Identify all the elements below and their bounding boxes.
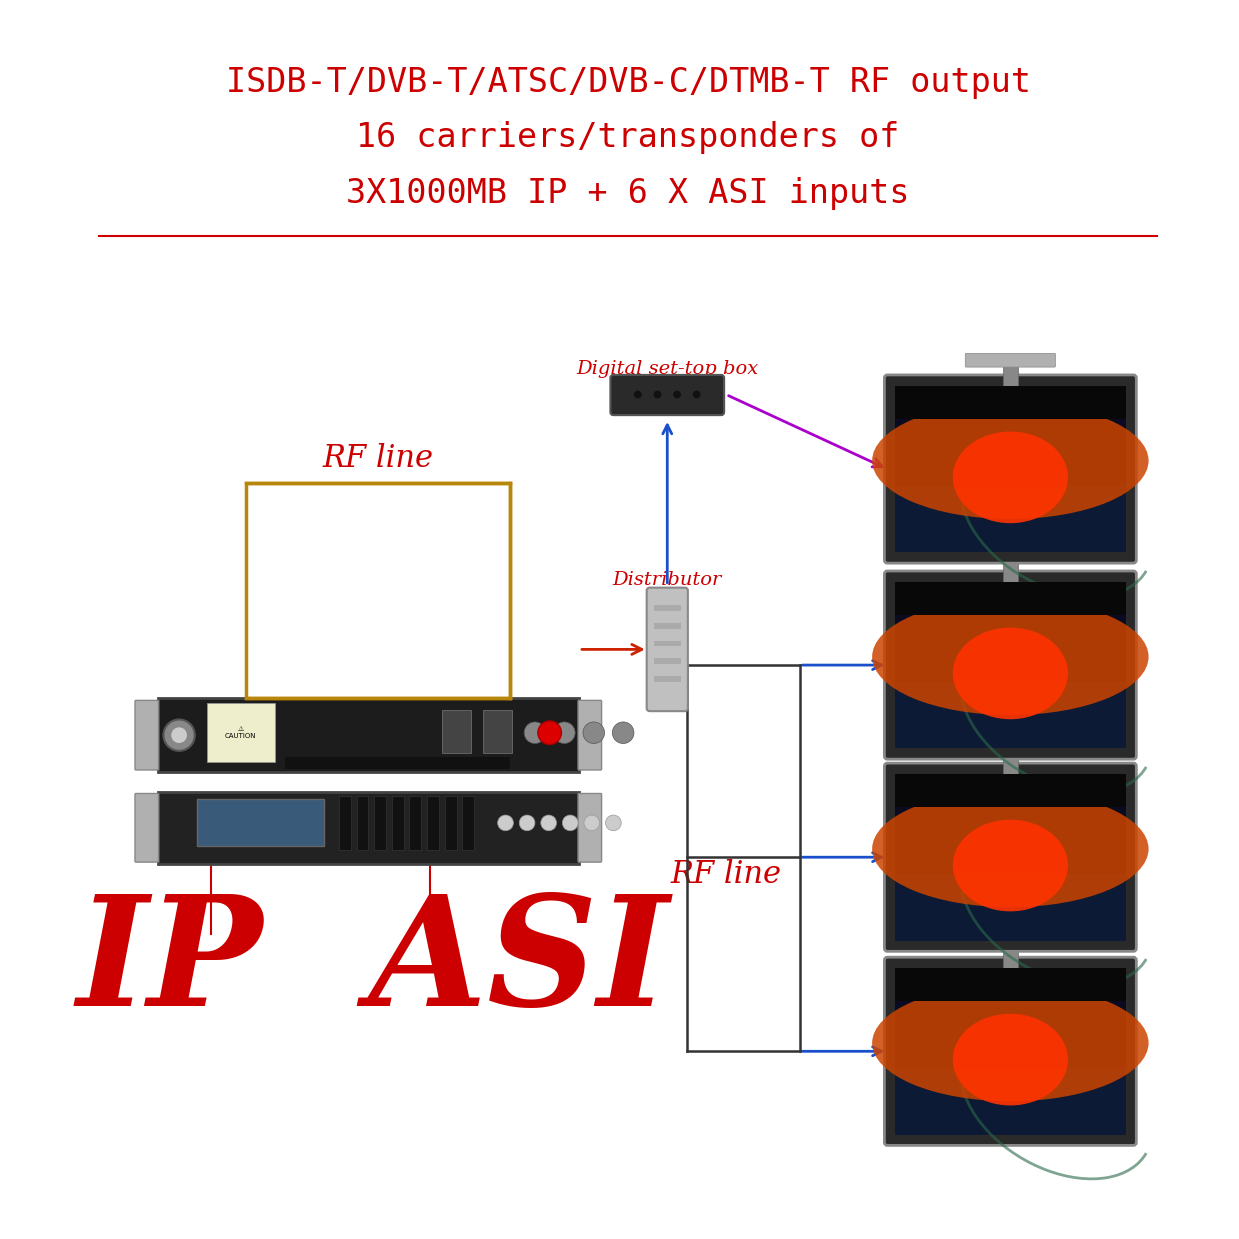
Bar — [653, 675, 681, 681]
Text: ISDB-T/DVB-T/ATSC/DVB-C/DTMB-T RF output: ISDB-T/DVB-T/ATSC/DVB-C/DTMB-T RF output — [225, 67, 1031, 99]
Bar — [653, 606, 681, 611]
Bar — [896, 681, 1125, 748]
Bar — [896, 968, 1125, 1135]
Ellipse shape — [953, 820, 1068, 912]
Bar — [896, 486, 1125, 553]
Bar — [653, 641, 681, 647]
Bar — [374, 797, 385, 850]
Bar — [157, 699, 579, 772]
Ellipse shape — [872, 598, 1149, 715]
Circle shape — [563, 815, 579, 830]
Circle shape — [524, 722, 545, 743]
FancyBboxPatch shape — [965, 353, 1056, 367]
Bar — [427, 797, 439, 850]
Text: RF line: RF line — [322, 442, 434, 473]
FancyBboxPatch shape — [579, 700, 602, 769]
Circle shape — [612, 722, 634, 743]
FancyBboxPatch shape — [135, 793, 159, 862]
Text: RF line: RF line — [670, 860, 782, 891]
Bar — [442, 710, 471, 753]
FancyBboxPatch shape — [885, 375, 1136, 564]
FancyBboxPatch shape — [965, 741, 1056, 756]
Text: 16 carriers/transponders of: 16 carriers/transponders of — [357, 121, 900, 154]
Text: Digital TV: Digital TV — [954, 517, 1067, 539]
Bar — [409, 797, 421, 850]
Bar — [896, 774, 1125, 940]
Bar — [245, 483, 510, 699]
Circle shape — [693, 390, 700, 399]
Bar — [1002, 560, 1018, 582]
Circle shape — [584, 722, 605, 743]
FancyBboxPatch shape — [135, 700, 159, 769]
Ellipse shape — [872, 790, 1149, 907]
Bar — [197, 799, 325, 846]
Bar — [896, 385, 1125, 553]
Circle shape — [498, 815, 513, 830]
Circle shape — [538, 721, 561, 745]
Bar — [462, 797, 475, 850]
Text: Digital TV: Digital TV — [954, 903, 1067, 926]
Text: Digital TV: Digital TV — [954, 709, 1067, 731]
FancyBboxPatch shape — [965, 549, 1056, 564]
Circle shape — [554, 722, 575, 743]
Text: 3X1000MB IP + 6 X ASI inputs: 3X1000MB IP + 6 X ASI inputs — [347, 177, 909, 211]
Bar — [896, 968, 1125, 1135]
Ellipse shape — [953, 1014, 1068, 1105]
Bar — [896, 385, 1125, 419]
Circle shape — [673, 390, 681, 399]
FancyBboxPatch shape — [885, 763, 1136, 952]
Bar — [896, 1068, 1125, 1135]
Text: Digital set-top box: Digital set-top box — [576, 361, 758, 378]
Ellipse shape — [953, 628, 1068, 720]
FancyBboxPatch shape — [647, 587, 688, 711]
FancyBboxPatch shape — [965, 935, 1056, 949]
Bar — [392, 797, 404, 850]
Bar — [896, 385, 1125, 553]
Circle shape — [519, 815, 535, 830]
FancyBboxPatch shape — [885, 958, 1136, 1145]
Ellipse shape — [953, 431, 1068, 523]
Bar — [483, 710, 513, 753]
Bar — [1002, 752, 1018, 774]
Bar — [653, 623, 681, 629]
Circle shape — [606, 815, 621, 830]
Bar — [445, 797, 456, 850]
Bar — [157, 792, 579, 864]
Bar — [1002, 364, 1018, 385]
Bar — [653, 658, 681, 664]
Circle shape — [634, 390, 642, 399]
Bar — [896, 582, 1125, 615]
Bar — [896, 873, 1125, 940]
Circle shape — [540, 815, 556, 830]
Bar — [896, 774, 1125, 808]
Bar — [896, 774, 1125, 940]
Text: Distributor: Distributor — [612, 571, 722, 589]
Bar — [357, 797, 368, 850]
Text: ⚠
CAUTION: ⚠ CAUTION — [225, 726, 256, 740]
FancyBboxPatch shape — [885, 571, 1136, 760]
Circle shape — [164, 720, 195, 751]
Circle shape — [171, 727, 187, 743]
Text: IP  ASI: IP ASI — [77, 888, 669, 1037]
Ellipse shape — [872, 985, 1149, 1101]
Bar — [896, 582, 1125, 748]
FancyBboxPatch shape — [579, 793, 602, 862]
Circle shape — [653, 390, 662, 399]
FancyBboxPatch shape — [611, 375, 724, 415]
Ellipse shape — [872, 403, 1149, 519]
Bar — [339, 797, 351, 850]
Bar — [285, 757, 510, 769]
Circle shape — [584, 815, 600, 830]
Bar — [896, 582, 1125, 748]
Bar — [896, 968, 1125, 1001]
Bar — [1002, 947, 1018, 968]
Bar — [207, 704, 275, 762]
